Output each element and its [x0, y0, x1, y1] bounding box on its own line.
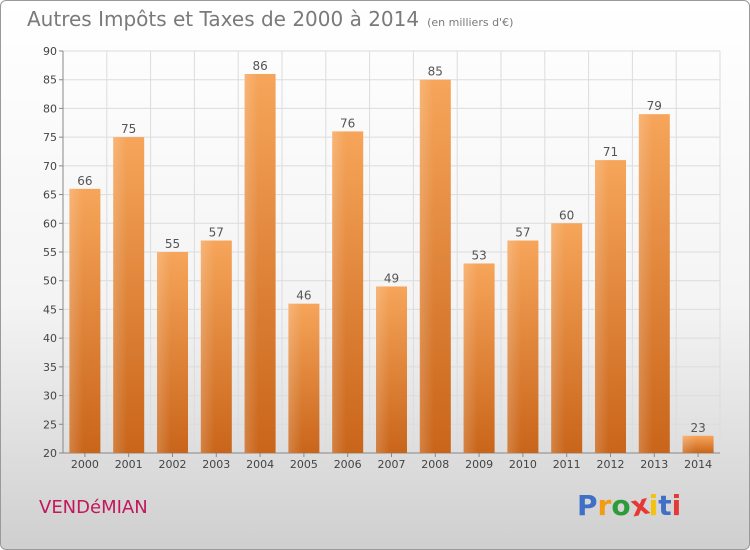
chart-title: Autres Impôts et Taxes de 2000 à 2014 (en…: [27, 7, 513, 31]
bar-highlight: [332, 131, 347, 453]
place-name: VENDéMIAN: [39, 497, 148, 518]
x-tick-label: 2006: [334, 458, 362, 471]
y-tick-label: 65: [43, 189, 57, 202]
y-tick-label: 60: [43, 217, 57, 230]
bar-highlight: [682, 435, 697, 453]
y-tick-label: 35: [43, 361, 57, 374]
y-tick-label: 55: [43, 246, 57, 259]
y-tick-label: 70: [43, 160, 57, 173]
x-tick-label: 2001: [115, 458, 143, 471]
bar-value-label: 49: [384, 271, 399, 285]
bar-value-label: 76: [340, 116, 355, 130]
x-tick-label: 2004: [246, 458, 274, 471]
logo-letter: i: [648, 489, 659, 522]
bar-highlight: [244, 73, 259, 453]
logo-letter: i: [671, 489, 682, 522]
labels: 20 25 30 35 40 45 50 55 60 65 70 75 80 85 90 66 2000 75 20…: [43, 45, 712, 471]
x-tick-label: 2012: [597, 458, 625, 471]
bar-highlight: [463, 263, 478, 453]
bar-value-label: 57: [515, 226, 530, 240]
x-tick-label: 2000: [71, 458, 99, 471]
bar-value-label: 66: [77, 174, 92, 188]
bar-highlight: [69, 188, 84, 454]
y-tick-label: 90: [43, 45, 57, 58]
bar-value-label: 79: [647, 99, 662, 113]
bar-highlight: [288, 303, 303, 453]
y-tick-label: 80: [43, 102, 57, 115]
bar-value-label: 86: [252, 59, 267, 73]
x-tick-label: 2011: [553, 458, 581, 471]
y-tick-label: 20: [43, 447, 57, 460]
y-tick-label: 45: [43, 303, 57, 316]
logo-letter: t: [658, 489, 672, 522]
bar-value-label: 75: [121, 122, 136, 136]
x-tick-label: 2008: [421, 458, 449, 471]
bar-value-label: 55: [165, 237, 180, 251]
y-tick-label: 25: [43, 418, 57, 431]
bars: [69, 73, 714, 454]
x-tick-label: 2009: [465, 458, 493, 471]
bar-value-label: 71: [603, 145, 618, 159]
bar-value-label: 85: [428, 65, 443, 79]
y-tick-label: 75: [43, 131, 57, 144]
y-tick-label: 30: [43, 390, 57, 403]
logo-letter: o: [611, 489, 631, 522]
bar-highlight: [507, 240, 522, 453]
bar-highlight: [113, 137, 128, 453]
y-tick-label: 50: [43, 275, 57, 288]
y-tick-label: 40: [43, 332, 57, 345]
x-tick-label: 2007: [378, 458, 406, 471]
bar-highlight: [419, 79, 434, 453]
bar-highlight: [551, 223, 566, 453]
y-tick-label: 85: [43, 74, 57, 87]
bar-value-label: 46: [296, 289, 311, 303]
logo-letter: P: [577, 489, 598, 522]
x-tick-label: 2010: [509, 458, 537, 471]
proxiti-logo: Proxiti: [577, 487, 682, 523]
bar-highlight: [157, 252, 171, 453]
bar-highlight: [376, 286, 390, 453]
x-tick-label: 2005: [290, 458, 318, 471]
x-tick-label: 2003: [202, 458, 230, 471]
bar-highlight: [200, 240, 215, 453]
bar-value-label: 57: [209, 226, 224, 240]
bar-highlight: [595, 160, 609, 453]
bar-value-label: 53: [471, 248, 486, 262]
x-tick-label: 2013: [640, 458, 668, 471]
logo-letter: r: [597, 489, 612, 522]
x-tick-label: 2014: [684, 458, 712, 471]
x-tick-label: 2002: [159, 458, 187, 471]
chart-title-text: Autres Impôts et Taxes de 2000 à 2014: [27, 7, 420, 31]
bar-value-label: 60: [559, 208, 574, 222]
chart-unit-label: (en milliers d'€): [427, 16, 514, 29]
bar-highlight: [638, 114, 653, 454]
bar-value-label: 23: [690, 421, 705, 435]
